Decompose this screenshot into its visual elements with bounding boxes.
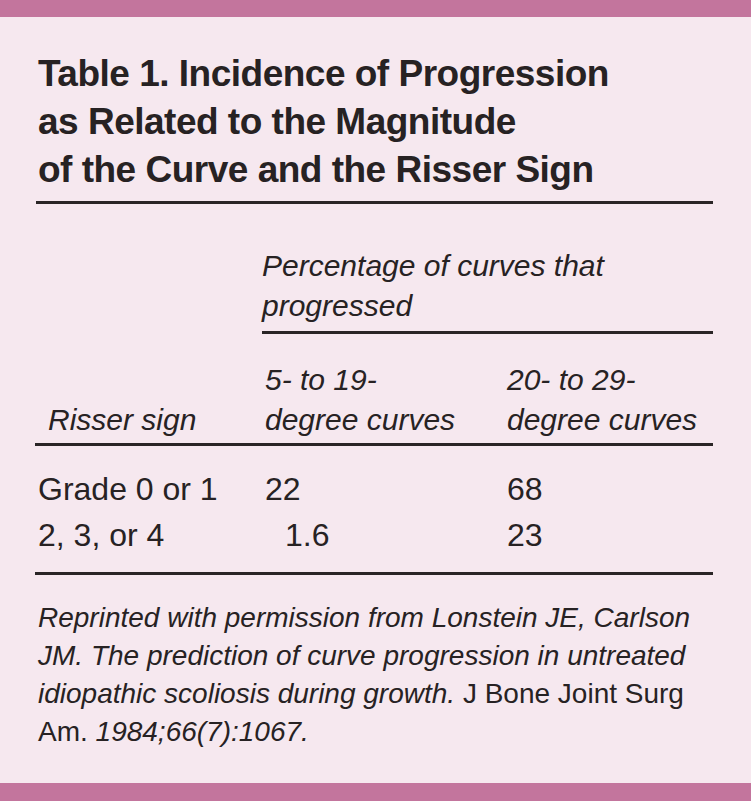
row-header-label: Risser sign [38, 400, 265, 440]
table-figure: Table 1. Incidence of Progression as Rel… [38, 17, 728, 751]
table-title-line-1: Table 1. Incidence of Progression [38, 50, 728, 98]
table-row: 2, 3, or 4 1.6 23 [38, 516, 728, 554]
cell-value: 1.6 [265, 516, 507, 554]
column-header-row: Risser sign 5- to 19- degree curves 20- … [38, 360, 728, 440]
cell-value: 68 [507, 470, 728, 508]
column-header-1-line-2: degree curves [265, 400, 507, 440]
row-label: Grade 0 or 1 [38, 470, 265, 508]
source-footnote: Reprinted with permission from Lonstein … [38, 599, 728, 751]
column-group-header: Percentage of curves that progressed [262, 246, 617, 326]
divider-above-body [35, 443, 713, 446]
cell-value: 23 [507, 516, 728, 554]
column-header-2: 20- to 29- degree curves [507, 360, 728, 440]
bottom-accent-bar [0, 783, 751, 801]
table-row: Grade 0 or 1 22 68 [38, 470, 728, 508]
top-accent-bar [0, 0, 751, 17]
divider-below-body [35, 572, 713, 575]
divider-under-title [36, 201, 713, 204]
column-header-1-line-1: 5- to 19- [265, 360, 507, 400]
footnote-volume-italic: 1984;66(7):1067. [96, 716, 309, 747]
table-body: Grade 0 or 1 22 68 2, 3, or 4 1.6 23 [38, 470, 728, 554]
table-title-line-2: as Related to the Magnitude [38, 98, 728, 146]
table-title-line-3: of the Curve and the Risser Sign [38, 146, 728, 194]
divider-under-column-group [262, 331, 713, 334]
row-label: 2, 3, or 4 [38, 516, 265, 554]
column-header-2-line-1: 20- to 29- [507, 360, 728, 400]
column-header-1: 5- to 19- degree curves [265, 360, 507, 440]
table-title: Table 1. Incidence of Progression as Rel… [38, 50, 728, 194]
cell-value: 22 [265, 470, 507, 508]
column-header-2-line-2: degree curves [507, 400, 728, 440]
